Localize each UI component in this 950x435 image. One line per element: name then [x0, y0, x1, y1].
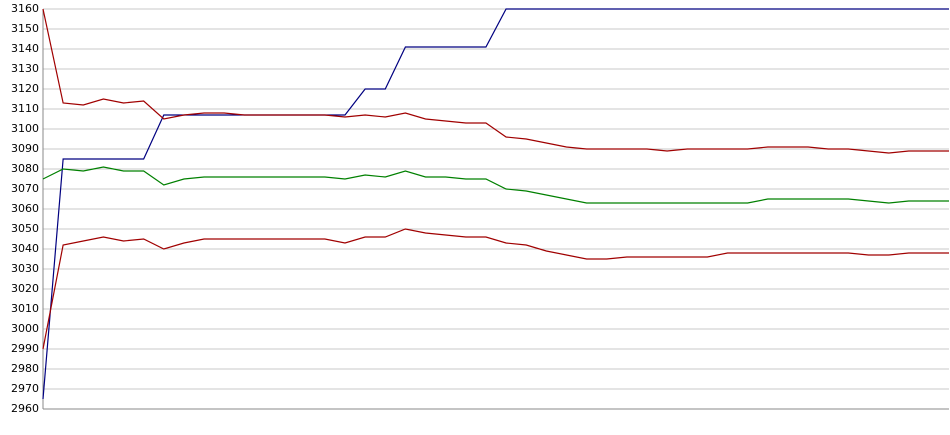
y-tick-label: 3100 [11, 122, 39, 135]
y-tick-label: 2980 [11, 362, 39, 375]
y-tick-label: 2990 [11, 342, 39, 355]
y-tick-label: 3050 [11, 222, 39, 235]
y-tick-label: 2970 [11, 382, 39, 395]
series-line [42, 228, 949, 350]
y-tick-label: 3060 [11, 202, 39, 215]
y-tick-label: 3080 [11, 162, 39, 175]
y-tick-label: 2960 [11, 402, 39, 415]
y-tick-label: 3030 [11, 262, 39, 275]
y-tick-label: 3070 [11, 182, 39, 195]
series-line [42, 8, 949, 400]
y-tick-label: 3000 [11, 322, 39, 335]
y-tick-label: 3150 [11, 22, 39, 35]
series-line [42, 166, 949, 204]
y-tick-label: 3010 [11, 302, 39, 315]
y-tick-label: 3140 [11, 42, 39, 55]
y-tick-label: 3020 [11, 282, 39, 295]
series-line [42, 8, 949, 154]
y-tick-label: 3040 [11, 242, 39, 255]
y-tick-label: 3120 [11, 82, 39, 95]
y-tick-label: 3130 [11, 62, 39, 75]
y-tick-label: 3110 [11, 102, 39, 115]
y-tick-label: 3160 [11, 2, 39, 15]
y-tick-label: 3090 [11, 142, 39, 155]
